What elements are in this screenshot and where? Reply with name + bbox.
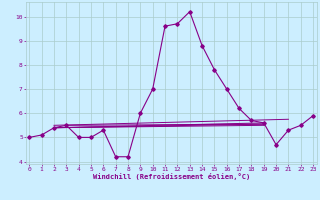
- X-axis label: Windchill (Refroidissement éolien,°C): Windchill (Refroidissement éolien,°C): [92, 173, 250, 180]
